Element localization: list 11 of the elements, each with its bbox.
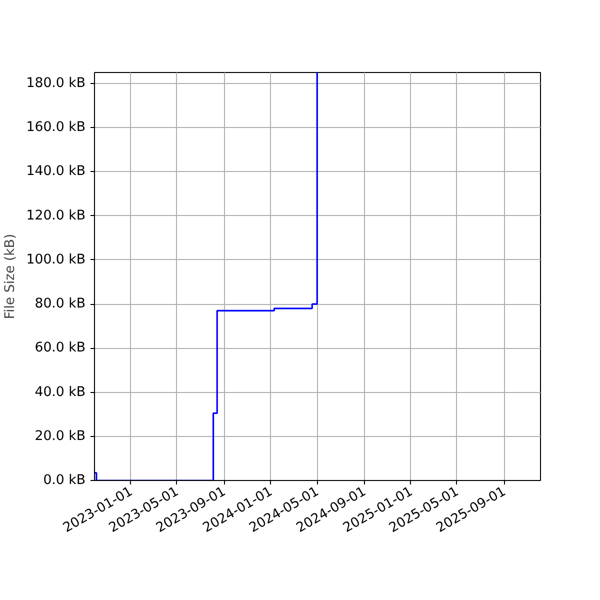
y-tick-label: 60.0 kB (34, 340, 86, 356)
y-tick-label: 20.0 kB (34, 428, 86, 444)
y-tick-label: 160.0 kB (26, 120, 86, 136)
y-tick-label: 0.0 kB (43, 473, 86, 488)
y-tick-label: 180.0 kB (26, 76, 86, 92)
y-tick-label: 80.0 kB (34, 296, 86, 312)
y-tick-label: 140.0 kB (26, 164, 86, 180)
y-axis-title: File Size (kB) (3, 234, 18, 320)
y-tick-label: 120.0 kB (26, 208, 86, 224)
y-tick-label: 100.0 kB (26, 252, 86, 268)
y-tick-label: 40.0 kB (34, 384, 86, 400)
